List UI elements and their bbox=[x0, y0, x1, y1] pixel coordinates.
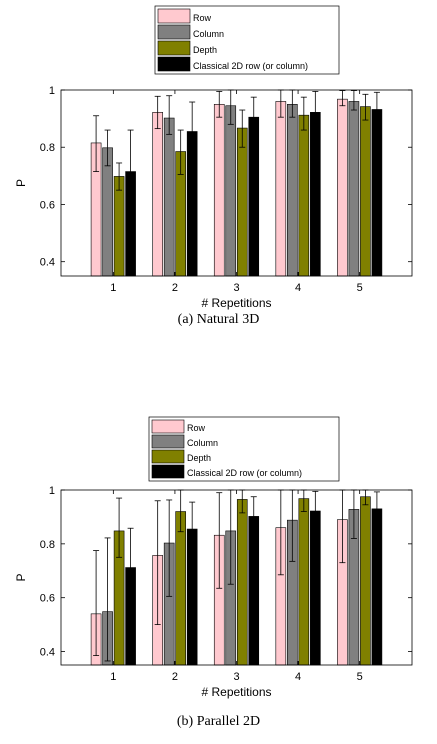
x-axis-label: # Repetitions bbox=[201, 685, 271, 699]
error-bar-3-4 bbox=[300, 96, 307, 131]
x-tick-label: 3 bbox=[233, 671, 239, 683]
bar-2-2 bbox=[163, 117, 175, 277]
plot-frame bbox=[60, 89, 413, 277]
error-bar-4-4 bbox=[312, 490, 319, 535]
bar-3-4 bbox=[298, 498, 310, 666]
x-tick-label: 1 bbox=[110, 671, 116, 683]
bar-3-5 bbox=[360, 106, 371, 277]
x-tick-label: 2 bbox=[172, 282, 178, 294]
error-bar-4-3 bbox=[250, 96, 257, 148]
bar-2-1 bbox=[102, 147, 113, 277]
error-bar-3-5 bbox=[362, 93, 369, 121]
bar-chart-parallel-2d: 0.4 0.6 0.8 1 1 2 3 4 5 # Repetitions P Row Column De… bbox=[14, 416, 413, 699]
y-tick-label: 0.6 bbox=[40, 199, 55, 211]
error-bar-4-1 bbox=[127, 527, 134, 608]
legend-swatch-1 bbox=[151, 419, 185, 434]
y-tick-label: 0.8 bbox=[40, 539, 55, 551]
y-tick-label: 0.4 bbox=[40, 257, 55, 269]
bar-chart-natural-3d: 0.4 0.6 0.8 1 1 2 3 4 5 # Repetitions P Row Column De… bbox=[14, 5, 413, 310]
legend: Row Column Depth Classical 2D row (or colum… bbox=[154, 5, 340, 75]
y-tick-label: 1 bbox=[49, 85, 55, 97]
legend-label-1: Row bbox=[193, 13, 212, 23]
bar-4-5 bbox=[371, 109, 383, 277]
bar-3-1 bbox=[113, 176, 125, 277]
x-tick-label: 5 bbox=[357, 671, 363, 683]
bar-2-5 bbox=[348, 101, 360, 277]
y-tick-label: 0.6 bbox=[40, 593, 55, 605]
legend-swatch-3 bbox=[151, 449, 185, 464]
error-bar-3-2 bbox=[177, 129, 184, 175]
error-bar-4-2 bbox=[189, 501, 196, 566]
error-bar-1-1 bbox=[93, 115, 100, 172]
x-axis-label: # Repetitions bbox=[201, 296, 271, 310]
plot-frame bbox=[60, 489, 413, 666]
error-bar-1-3 bbox=[216, 492, 223, 589]
y-tick-label: 0.8 bbox=[40, 142, 55, 154]
legend: Row Column Depth Classical 2D row (or colum… bbox=[148, 416, 340, 482]
error-bar-2-5 bbox=[350, 90, 357, 111]
legend-label-4: Classical 2D row (or column) bbox=[193, 61, 308, 71]
error-bar-3-1 bbox=[116, 162, 123, 191]
error-bar-4-1 bbox=[127, 129, 134, 221]
legend-swatch-1 bbox=[157, 8, 191, 24]
legend-swatch-4 bbox=[157, 56, 191, 72]
x-tick-label: 2 bbox=[172, 671, 178, 683]
legend-label-3: Depth bbox=[193, 45, 217, 55]
bar-3-3 bbox=[236, 499, 248, 666]
error-bar-3-3 bbox=[239, 109, 246, 148]
legend-label-3: Depth bbox=[187, 453, 211, 463]
y-axis-label: P bbox=[14, 179, 28, 187]
x-tick-label: 1 bbox=[110, 282, 116, 294]
x-tick-label: 3 bbox=[233, 282, 239, 294]
bar-1-5 bbox=[337, 98, 348, 277]
error-bar-1-1 bbox=[93, 550, 100, 656]
y-axis-label: P bbox=[14, 573, 28, 581]
error-bar-1-3 bbox=[216, 91, 223, 118]
legend-swatch-4 bbox=[151, 464, 185, 479]
error-bar-4-2 bbox=[189, 101, 196, 190]
legend-swatch-2 bbox=[151, 434, 185, 449]
x-tick-label: 4 bbox=[295, 671, 301, 683]
error-bar-1-2 bbox=[154, 500, 161, 626]
x-tick-label: 5 bbox=[357, 282, 363, 294]
caption-a: (a) Natural 3D bbox=[177, 312, 260, 327]
legend-label-2: Column bbox=[193, 29, 224, 39]
error-bar-3-1 bbox=[116, 497, 123, 558]
x-tick-label: 4 bbox=[295, 282, 301, 294]
bar-1-4 bbox=[275, 101, 287, 277]
legend-swatch-2 bbox=[157, 24, 191, 40]
bar-4-4 bbox=[310, 112, 321, 277]
legend-label-2: Column bbox=[187, 438, 218, 448]
bar-4-5 bbox=[371, 508, 383, 666]
error-bar-4-5 bbox=[373, 491, 380, 529]
error-bar-2-2 bbox=[166, 499, 173, 597]
bar-3-3 bbox=[236, 127, 248, 277]
error-bar-2-2 bbox=[166, 95, 173, 135]
legend-label-1: Row bbox=[187, 423, 206, 433]
y-tick-label: 0.4 bbox=[40, 647, 55, 659]
figure-panel-b: 0.4 0.6 0.8 1 1 2 3 4 5 # Repetitions P Row Column De… bbox=[0, 372, 437, 744]
caption-b: (b) Parallel 2D bbox=[176, 714, 261, 729]
bar-2-4 bbox=[287, 104, 298, 277]
error-bar-2-1 bbox=[104, 537, 111, 662]
bar-3-5 bbox=[360, 496, 371, 666]
error-bar-4-5 bbox=[373, 91, 380, 128]
bar-2-3 bbox=[225, 105, 237, 277]
bar-3-4 bbox=[298, 114, 310, 277]
error-bar-4-3 bbox=[250, 496, 257, 542]
bar-3-2 bbox=[175, 511, 186, 666]
y-tick-label: 1 bbox=[49, 485, 55, 497]
legend-swatch-3 bbox=[157, 40, 191, 56]
error-bar-1-5 bbox=[339, 90, 346, 107]
bar-1-2 bbox=[152, 112, 163, 277]
figure-panel-a: 0.4 0.6 0.8 1 1 2 3 4 5 # Repetitions P Row Column De… bbox=[14, 5, 413, 327]
error-bar-1-2 bbox=[154, 95, 161, 130]
bar-1-3 bbox=[213, 104, 225, 277]
error-bar-4-4 bbox=[312, 91, 319, 134]
error-bar-2-1 bbox=[104, 129, 111, 167]
legend-label-4: Classical 2D row (or column) bbox=[187, 468, 302, 478]
